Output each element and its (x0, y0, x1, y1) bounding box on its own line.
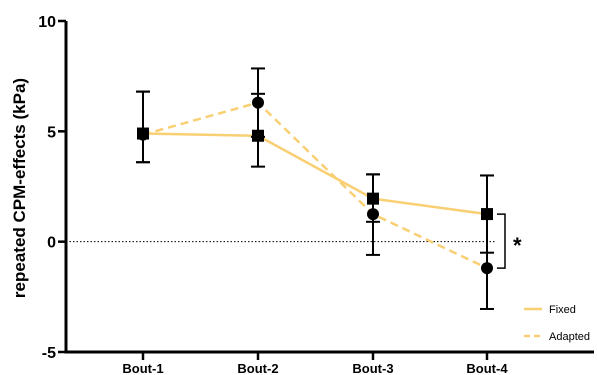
data-point-adapted (252, 97, 264, 109)
y-tick-label: 10 (38, 14, 56, 31)
y-tick-label: 5 (47, 124, 56, 141)
data-point-adapted (367, 208, 379, 220)
legend-label-adapted: Adapted (549, 331, 590, 343)
data-point-fixed (367, 193, 379, 205)
y-axis-title: repeated CPM-effects (kPa) (10, 78, 29, 298)
error-bar-adapted (136, 92, 150, 163)
y-tick-label: -5 (42, 345, 56, 362)
x-tick-label: Bout-3 (352, 361, 393, 375)
plot-area: -5 0 5 10 Bout-1 Bout-2 Bout-3 Bout-4 * Fixed Adap… (38, 14, 594, 375)
legend-label-fixed: Fixed (549, 304, 576, 316)
y-tick-label: 0 (47, 235, 56, 252)
series-line-adapted (143, 103, 487, 269)
data-point-adapted (137, 129, 149, 141)
significance-bracket (497, 214, 505, 268)
data-point-adapted (481, 262, 493, 274)
x-tick-label: Bout-1 (122, 361, 163, 375)
data-point-fixed (252, 130, 264, 142)
significance-asterisk: * (513, 233, 522, 258)
data-point-fixed (481, 208, 493, 220)
x-tick-label: Bout-4 (466, 361, 508, 375)
x-tick-label: Bout-2 (237, 361, 278, 375)
series-line-fixed (143, 134, 487, 215)
error-bar-adapted (480, 175, 494, 309)
